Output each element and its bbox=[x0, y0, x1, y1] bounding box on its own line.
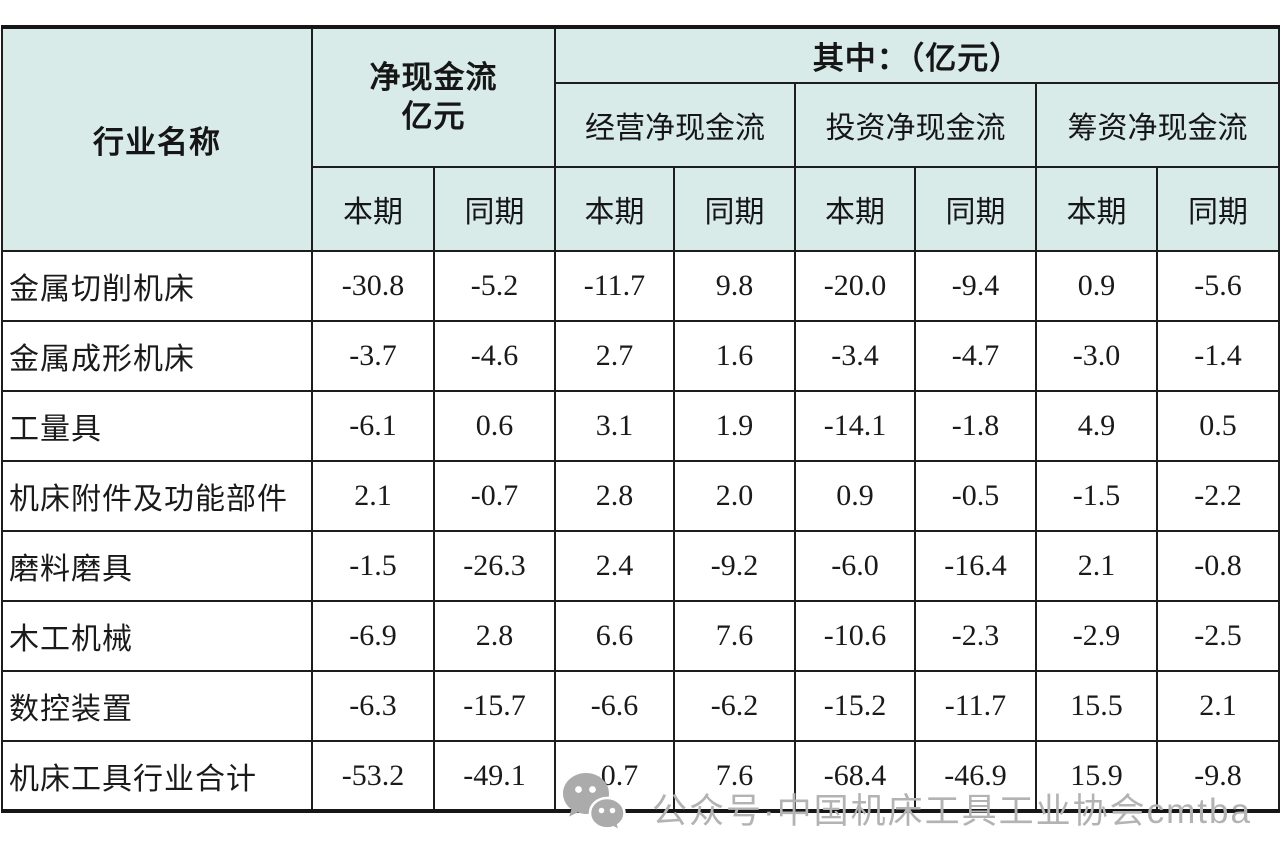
row-label: 金属成形机床 bbox=[1, 320, 313, 392]
table-row: 数控装置 -6.3 -15.7 -6.6 -6.2 -15.2 -11.7 15… bbox=[1, 670, 1280, 742]
cell: -11.7 bbox=[914, 670, 1037, 742]
cell: -6.6 bbox=[554, 670, 675, 742]
table-row: 金属成形机床 -3.7 -4.6 2.7 1.6 -3.4 -4.7 -3.0 … bbox=[1, 320, 1280, 392]
cell: -1.8 bbox=[914, 390, 1037, 462]
header-group-investing: 投资净现金流 bbox=[794, 82, 1037, 168]
cell: 0.9 bbox=[794, 460, 916, 532]
header-industry: 行业名称 bbox=[1, 26, 313, 252]
row-label: 工量具 bbox=[1, 390, 313, 462]
cell: 2.1 bbox=[1035, 530, 1158, 602]
cell: 4.9 bbox=[1035, 390, 1158, 462]
table-row: 机床工具行业合计 -53.2 -49.1 -0.7 7.6 -68.4 -46.… bbox=[1, 740, 1280, 812]
header-period-prior-3: 同期 bbox=[914, 166, 1037, 252]
cell: -46.9 bbox=[914, 740, 1037, 812]
cell: -0.7 bbox=[554, 740, 675, 812]
cell: 0.6 bbox=[433, 390, 556, 462]
table-row: 磨料磨具 -1.5 -26.3 2.4 -9.2 -6.0 -16.4 2.1 … bbox=[1, 530, 1280, 602]
header-period-current-1: 本期 bbox=[311, 166, 435, 252]
cell: -1.5 bbox=[311, 530, 435, 602]
cell: -3.7 bbox=[311, 320, 435, 392]
cell: -15.2 bbox=[794, 670, 916, 742]
cell: -0.8 bbox=[1155, 530, 1280, 602]
cell: -26.3 bbox=[433, 530, 556, 602]
cell: -6.0 bbox=[794, 530, 916, 602]
cell: 3.1 bbox=[554, 390, 675, 462]
header-group-financing: 筹资净现金流 bbox=[1034, 82, 1280, 168]
table-row: 工量具 -6.1 0.6 3.1 1.9 -14.1 -1.8 4.9 0.5 bbox=[1, 390, 1280, 462]
cell: -11.7 bbox=[554, 250, 675, 322]
cell: -9.8 bbox=[1155, 740, 1280, 812]
cell: -9.2 bbox=[673, 530, 796, 602]
cell: -49.1 bbox=[433, 740, 556, 812]
header-among-which: 其中：（亿元） bbox=[553, 26, 1280, 84]
cell: 2.8 bbox=[433, 600, 556, 672]
row-label: 机床附件及功能部件 bbox=[1, 460, 313, 532]
cell: 15.5 bbox=[1035, 670, 1158, 742]
cell: -6.1 bbox=[311, 390, 435, 462]
row-label: 木工机械 bbox=[1, 600, 313, 672]
cell: 1.6 bbox=[673, 320, 796, 392]
cell: 7.6 bbox=[673, 740, 796, 812]
table-row: 木工机械 -6.9 2.8 6.6 7.6 -10.6 -2.3 -2.9 -2… bbox=[1, 600, 1280, 672]
table-row: 机床附件及功能部件 2.1 -0.7 2.8 2.0 0.9 -0.5 -1.5… bbox=[1, 460, 1280, 532]
cell: 2.1 bbox=[1155, 670, 1280, 742]
cell: -6.3 bbox=[311, 670, 435, 742]
row-label: 数控装置 bbox=[1, 670, 313, 742]
cell: -1.4 bbox=[1155, 320, 1280, 392]
cell: -15.7 bbox=[433, 670, 556, 742]
header-period-prior-1: 同期 bbox=[433, 166, 556, 252]
cell: -5.2 bbox=[433, 250, 556, 322]
cell: -30.8 bbox=[311, 250, 435, 322]
cell: 2.0 bbox=[673, 460, 796, 532]
header-net-cash-flow: 净现金流 亿元 bbox=[311, 26, 556, 168]
cell: -9.4 bbox=[914, 250, 1037, 322]
header-period-current-4: 本期 bbox=[1035, 166, 1158, 252]
header-group-operating: 经营净现金流 bbox=[554, 82, 796, 168]
row-label: 金属切削机床 bbox=[1, 250, 313, 322]
cell: -10.6 bbox=[794, 600, 916, 672]
cell: 2.7 bbox=[554, 320, 675, 392]
cell: -3.4 bbox=[794, 320, 916, 392]
row-label: 磨料磨具 bbox=[1, 530, 313, 602]
cell: -4.7 bbox=[914, 320, 1037, 392]
cell: 6.6 bbox=[554, 600, 675, 672]
cell: -2.3 bbox=[914, 600, 1037, 672]
cell: 15.9 bbox=[1035, 740, 1158, 812]
table-row: 金属切削机床 -30.8 -5.2 -11.7 9.8 -20.0 -9.4 0… bbox=[1, 250, 1280, 322]
cell: -6.9 bbox=[311, 600, 435, 672]
header-net-cash-flow-line2: 亿元 bbox=[401, 98, 466, 134]
cell: -6.2 bbox=[673, 670, 796, 742]
cell: -2.9 bbox=[1035, 600, 1158, 672]
cell: 2.1 bbox=[311, 460, 435, 532]
cell: -5.6 bbox=[1155, 250, 1280, 322]
cell: -0.5 bbox=[914, 460, 1037, 532]
header-period-prior-2: 同期 bbox=[673, 166, 796, 252]
cell: -2.5 bbox=[1155, 600, 1280, 672]
cash-flow-table: 行业名称 净现金流 亿元 其中：（亿元） 经营净现金流 投资净现金流 筹资净现金… bbox=[1, 25, 1280, 813]
cell: 7.6 bbox=[673, 600, 796, 672]
cell: -16.4 bbox=[914, 530, 1037, 602]
cell: -0.7 bbox=[433, 460, 556, 532]
header-net-cash-flow-line1: 净现金流 bbox=[369, 59, 498, 95]
cell: -14.1 bbox=[794, 390, 916, 462]
cell: -53.2 bbox=[311, 740, 435, 812]
cell: -2.2 bbox=[1155, 460, 1280, 532]
header-period-current-3: 本期 bbox=[794, 166, 916, 252]
cell: 9.8 bbox=[673, 250, 796, 322]
cell: -4.6 bbox=[433, 320, 556, 392]
cell: 2.8 bbox=[554, 460, 675, 532]
cell: 0.9 bbox=[1035, 250, 1158, 322]
header-period-prior-4: 同期 bbox=[1155, 166, 1280, 252]
row-label: 机床工具行业合计 bbox=[1, 740, 313, 812]
header-period-current-2: 本期 bbox=[554, 166, 675, 252]
cell: 1.9 bbox=[673, 390, 796, 462]
cell: -68.4 bbox=[794, 740, 916, 812]
cell: -1.5 bbox=[1035, 460, 1158, 532]
cell: 2.4 bbox=[554, 530, 675, 602]
cell: 0.5 bbox=[1155, 390, 1280, 462]
cell: -20.0 bbox=[794, 250, 916, 322]
cell: -3.0 bbox=[1035, 320, 1158, 392]
